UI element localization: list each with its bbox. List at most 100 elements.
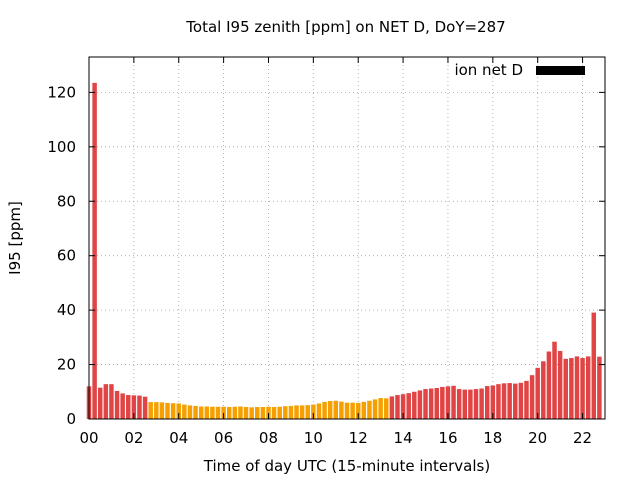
x-tick-label: 10 bbox=[304, 429, 323, 447]
x-tick-label: 20 bbox=[528, 429, 547, 447]
bar bbox=[541, 361, 546, 419]
bar bbox=[126, 395, 131, 419]
bar bbox=[283, 406, 288, 419]
bars bbox=[86, 82, 602, 419]
bar bbox=[109, 384, 114, 419]
y-axis-label: I95 [ppm] bbox=[6, 201, 24, 275]
bar bbox=[238, 406, 243, 419]
bar bbox=[255, 407, 260, 419]
y-tick-label: 120 bbox=[47, 83, 76, 101]
bar bbox=[412, 391, 417, 419]
x-tick-label: 00 bbox=[79, 429, 98, 447]
bar bbox=[204, 406, 210, 419]
bar bbox=[378, 398, 383, 419]
bar bbox=[266, 406, 271, 419]
bar bbox=[221, 406, 226, 419]
bar bbox=[569, 358, 574, 419]
bar bbox=[395, 395, 400, 419]
bar bbox=[114, 390, 120, 419]
bar bbox=[456, 389, 462, 419]
bar bbox=[148, 402, 153, 419]
bar bbox=[299, 405, 305, 419]
bar bbox=[131, 395, 137, 419]
bar bbox=[597, 356, 602, 419]
bar bbox=[513, 383, 518, 419]
bar bbox=[243, 407, 249, 419]
y-tick-label: 60 bbox=[57, 247, 76, 265]
bar bbox=[384, 398, 389, 419]
chart-title: Total I95 zenith [ppm] on NET D, DoY=287 bbox=[185, 18, 505, 36]
legend-swatch bbox=[536, 66, 585, 75]
y-tick-label: 40 bbox=[57, 301, 76, 319]
bar bbox=[327, 401, 333, 419]
bar bbox=[462, 389, 468, 419]
bar bbox=[585, 356, 591, 419]
bar bbox=[546, 351, 552, 419]
bar bbox=[226, 407, 232, 419]
y-tick-label: 20 bbox=[57, 356, 76, 374]
bar bbox=[580, 358, 585, 419]
bar bbox=[563, 358, 568, 419]
bar bbox=[260, 407, 266, 419]
plot-frame bbox=[88, 56, 606, 420]
bar bbox=[187, 405, 193, 419]
y-tick-label: 0 bbox=[66, 410, 76, 428]
bar bbox=[232, 406, 238, 419]
bar bbox=[350, 402, 355, 419]
bar bbox=[473, 389, 479, 419]
axis-ticks bbox=[88, 57, 605, 420]
bar bbox=[193, 405, 198, 419]
bar bbox=[479, 388, 484, 419]
x-tick-label: 02 bbox=[124, 429, 143, 447]
bar bbox=[417, 390, 423, 419]
bar bbox=[322, 401, 327, 419]
bar bbox=[316, 403, 322, 419]
bar bbox=[355, 402, 361, 419]
bar bbox=[176, 403, 181, 419]
bar bbox=[501, 383, 507, 419]
bar bbox=[406, 393, 411, 419]
bar bbox=[468, 389, 473, 419]
x-tick-label: 22 bbox=[573, 429, 592, 447]
bar bbox=[249, 407, 254, 419]
legend: ion net D bbox=[454, 61, 585, 79]
bar bbox=[182, 404, 187, 419]
bar bbox=[210, 406, 215, 419]
bar bbox=[524, 380, 529, 419]
bar bbox=[159, 402, 165, 419]
bar bbox=[574, 356, 580, 419]
bar bbox=[518, 382, 524, 419]
bar bbox=[311, 404, 316, 419]
x-tick-label: 16 bbox=[438, 429, 457, 447]
x-tick-label: 06 bbox=[214, 429, 233, 447]
grid-lines bbox=[88, 57, 605, 420]
bar bbox=[557, 350, 563, 419]
y-tick-label: 80 bbox=[57, 192, 76, 210]
bar bbox=[535, 367, 540, 419]
bar bbox=[423, 389, 428, 419]
bar bbox=[428, 388, 434, 419]
bar bbox=[445, 386, 451, 419]
bar bbox=[367, 400, 372, 419]
bar bbox=[344, 402, 350, 419]
x-tick-label: 14 bbox=[394, 429, 413, 447]
bar bbox=[92, 82, 97, 419]
bar bbox=[170, 403, 176, 419]
bar bbox=[333, 400, 339, 419]
y-tick-label: 100 bbox=[47, 138, 76, 156]
bar bbox=[277, 406, 282, 419]
bar bbox=[434, 387, 439, 419]
bar bbox=[215, 406, 221, 419]
bar bbox=[552, 341, 557, 419]
bar bbox=[484, 386, 490, 419]
bar bbox=[400, 394, 406, 419]
bar bbox=[361, 401, 367, 419]
legend-label: ion net D bbox=[454, 61, 523, 79]
bar bbox=[97, 387, 103, 419]
bar bbox=[451, 385, 456, 419]
bar bbox=[103, 384, 109, 419]
bar bbox=[288, 405, 294, 419]
bar bbox=[507, 383, 512, 419]
